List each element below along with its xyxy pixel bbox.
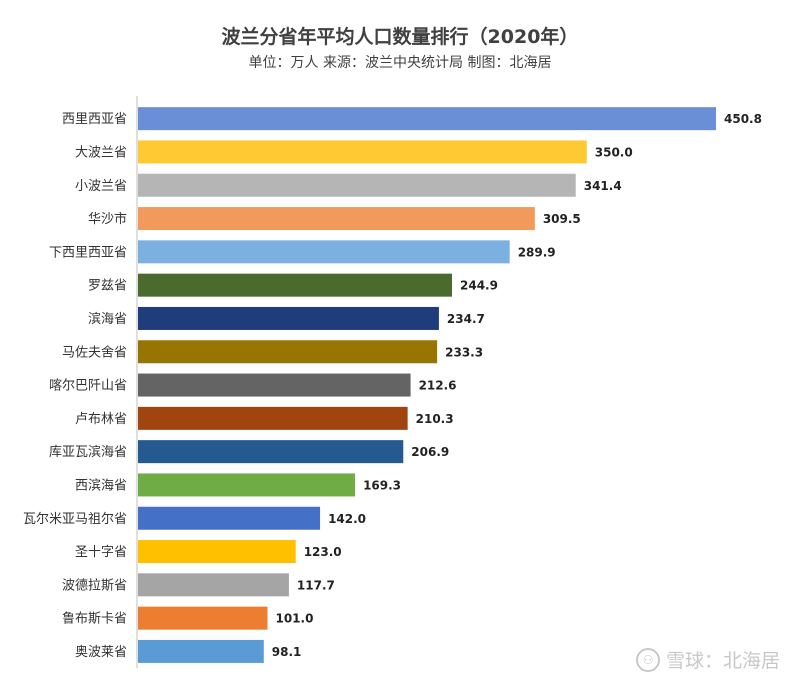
value-label: 450.8 (724, 112, 762, 126)
watermark: ⚇ 雪球：北海居 (635, 646, 780, 673)
category-label: 卢布林省 (75, 411, 127, 427)
bar (138, 207, 535, 231)
chart-title: 波兰分省年平均人口数量排行（2020年） (221, 26, 579, 48)
value-label: 341.4 (584, 179, 622, 193)
bar (138, 473, 356, 497)
value-label: 123.0 (304, 545, 342, 559)
category-label: 马佐夫舍省 (62, 345, 127, 360)
chart-subtitle: 单位：万人 来源：波兰中央统计局 制图：北海居 (248, 55, 552, 71)
bar (138, 540, 296, 564)
bar (138, 440, 404, 464)
bar (138, 107, 716, 131)
snowball-logo-icon: ⚇ (635, 647, 660, 672)
category-label: 罗兹省 (88, 279, 127, 294)
watermark-text: 雪球：北海居 (665, 650, 780, 672)
value-label: 350.0 (595, 145, 633, 159)
value-label: 210.3 (416, 412, 454, 426)
value-label: 289.9 (518, 245, 556, 259)
value-label: 117.7 (297, 578, 335, 592)
bar (138, 373, 411, 397)
bars-group: 西里西亚省 450.8 大波兰省 350.0 小波兰省 341.4 华沙市 309.5 下西里西… (23, 107, 762, 663)
category-label: 滨海省 (88, 311, 127, 327)
bar (138, 140, 587, 164)
category-label: 奥波莱省 (75, 645, 127, 660)
category-label: 小波兰省 (75, 179, 127, 194)
bar (138, 240, 510, 264)
category-label: 波德拉斯省 (62, 578, 127, 593)
value-label: 234.7 (447, 312, 485, 326)
category-label: 下西里西亚省 (49, 245, 127, 260)
category-label: 西里西亚省 (62, 112, 127, 127)
bar (138, 306, 439, 330)
bar (138, 273, 453, 297)
bar (138, 639, 264, 663)
value-label: 169.3 (363, 478, 401, 492)
value-label: 206.9 (411, 445, 449, 459)
value-label: 142.0 (328, 512, 366, 526)
category-label: 圣十字省 (75, 545, 127, 560)
category-label: 瓦尔米亚马祖尔省 (23, 512, 127, 527)
value-label: 233.3 (445, 345, 483, 359)
value-label: 244.9 (460, 279, 498, 293)
bar (138, 173, 576, 197)
bar (138, 406, 408, 430)
value-label: 212.6 (419, 379, 457, 393)
category-label: 西滨海省 (75, 477, 127, 493)
category-label: 鲁布斯卡省 (62, 612, 127, 627)
category-label: 华沙市 (88, 211, 127, 227)
bar (138, 340, 438, 364)
value-label: 101.0 (275, 612, 313, 626)
bar (138, 506, 321, 530)
bar (138, 606, 268, 630)
category-label: 库亚瓦滨海省 (49, 444, 127, 460)
category-label: 喀尔巴阡山省 (49, 378, 127, 394)
category-label: 大波兰省 (75, 145, 127, 160)
value-label: 98.1 (272, 645, 302, 659)
value-label: 309.5 (543, 212, 581, 226)
bar (138, 573, 289, 597)
